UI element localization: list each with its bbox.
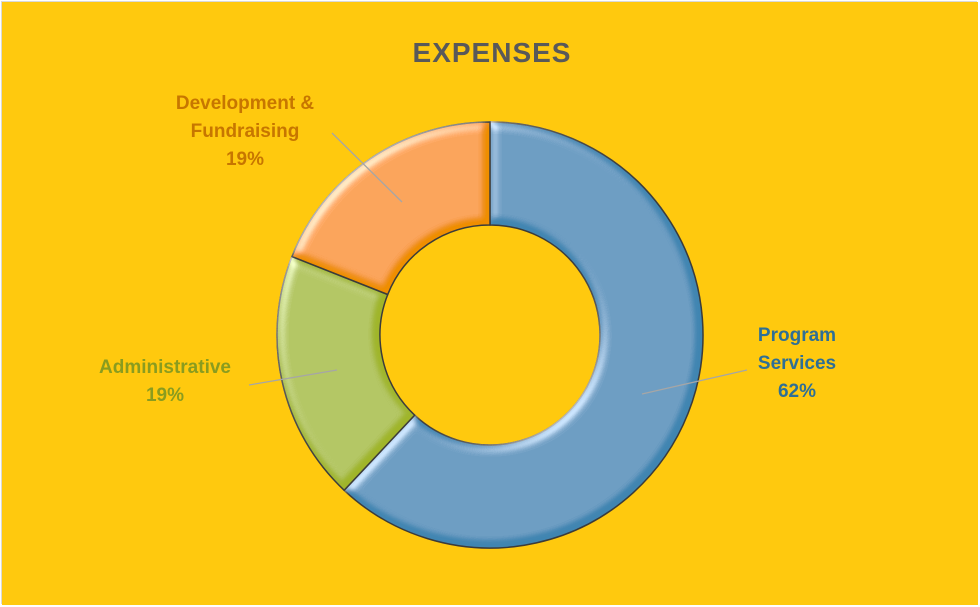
slice-program-services [343,121,704,549]
data-label-percent: 62% [778,381,816,402]
leader-line [248,369,338,386]
data-label-category: Development & [176,93,315,114]
leader-lines [248,132,748,395]
data-label-category: Administrative [99,357,231,378]
data-label-category: Services [758,353,836,374]
chart-title: EXPENSES [413,37,572,68]
doughnut-slices [276,121,704,549]
data-label-category: Fundraising [191,121,300,142]
slice-administrative [276,255,416,492]
slice-development-fundraising [290,121,491,296]
data-label-percent: 19% [226,149,264,170]
data-labels: Program Services 62% Administrative 19% Devel… [99,93,836,406]
leader-line [641,369,748,395]
leader-line [331,132,403,203]
data-label-category: Program [758,325,836,346]
data-label-percent: 19% [146,385,184,406]
